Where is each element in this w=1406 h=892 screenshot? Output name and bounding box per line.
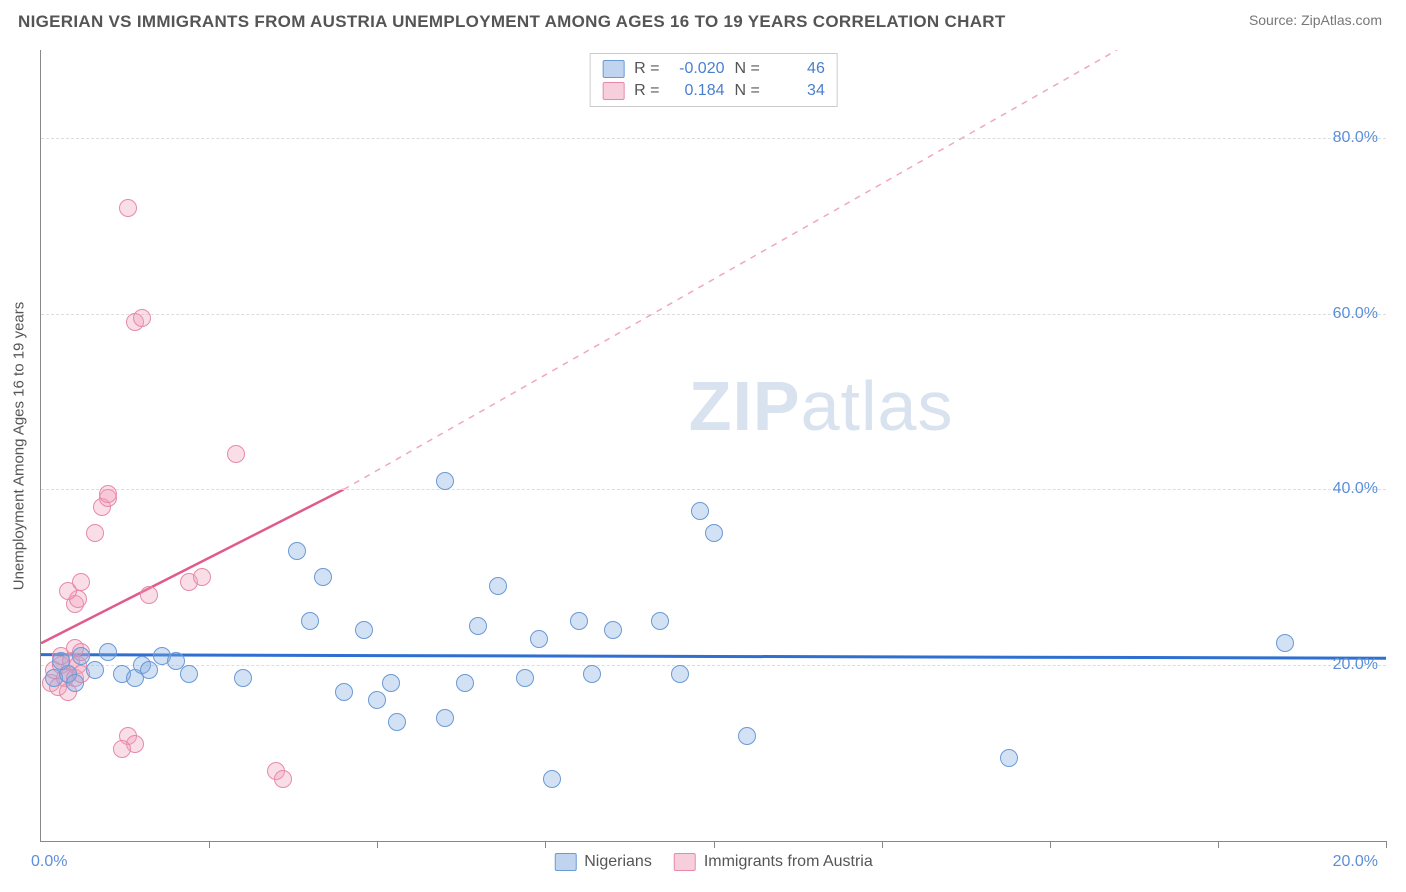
x-tick: [882, 841, 883, 848]
data-point: [456, 674, 474, 692]
swatch-icon: [554, 853, 576, 871]
chart-title: NIGERIAN VS IMMIGRANTS FROM AUSTRIA UNEM…: [18, 12, 1006, 32]
legend-label: Immigrants from Austria: [704, 853, 873, 871]
data-point: [140, 586, 158, 604]
legend-label: Nigerians: [584, 853, 652, 871]
y-tick-label: 40.0%: [1333, 480, 1378, 498]
chart-plot-area: ZIPatlas Unemployment Among Ages 16 to 1…: [40, 50, 1386, 842]
legend-item: Immigrants from Austria: [674, 853, 873, 871]
y-tick-label: 60.0%: [1333, 305, 1378, 323]
data-point: [86, 524, 104, 542]
data-point: [671, 665, 689, 683]
r-value: 0.184: [670, 82, 725, 100]
legend-row: R = 0.184 N = 34: [602, 80, 825, 102]
data-point: [355, 621, 373, 639]
x-axis-max-label: 20.0%: [1333, 853, 1378, 871]
x-tick: [1218, 841, 1219, 848]
legend-correlation: R = -0.020 N = 46 R = 0.184 N = 34: [589, 53, 838, 107]
r-value: -0.020: [670, 60, 725, 78]
x-tick: [209, 841, 210, 848]
watermark-atlas: atlas: [801, 367, 954, 445]
data-point: [99, 485, 117, 503]
data-point: [66, 674, 84, 692]
source-label: Source: ZipAtlas.com: [1249, 12, 1382, 28]
x-axis-min-label: 0.0%: [31, 853, 67, 871]
data-point: [140, 661, 158, 679]
r-label: R =: [634, 82, 659, 100]
data-point: [368, 691, 386, 709]
data-point: [180, 665, 198, 683]
watermark-zip: ZIP: [689, 367, 801, 445]
x-tick: [377, 841, 378, 848]
data-point: [583, 665, 601, 683]
data-point: [436, 472, 454, 490]
swatch-icon: [602, 60, 624, 78]
data-point: [113, 740, 131, 758]
data-point: [738, 727, 756, 745]
data-point: [469, 617, 487, 635]
data-point: [133, 309, 151, 327]
data-point: [193, 568, 211, 586]
data-point: [274, 770, 292, 788]
data-point: [1000, 749, 1018, 767]
data-point: [530, 630, 548, 648]
data-point: [335, 683, 353, 701]
data-point: [691, 502, 709, 520]
x-tick: [545, 841, 546, 848]
data-point: [72, 573, 90, 591]
data-point: [651, 612, 669, 630]
data-point: [543, 770, 561, 788]
x-tick: [714, 841, 715, 848]
data-point: [234, 669, 252, 687]
data-point: [52, 652, 70, 670]
r-label: R =: [634, 60, 659, 78]
data-point: [516, 669, 534, 687]
y-axis-title: Unemployment Among Ages 16 to 19 years: [11, 301, 28, 590]
y-tick-label: 80.0%: [1333, 129, 1378, 147]
data-point: [604, 621, 622, 639]
legend-row: R = -0.020 N = 46: [602, 58, 825, 80]
data-point: [314, 568, 332, 586]
data-point: [382, 674, 400, 692]
data-point: [388, 713, 406, 731]
swatch-icon: [674, 853, 696, 871]
trend-lines-layer: [41, 50, 1386, 841]
header: NIGERIAN VS IMMIGRANTS FROM AUSTRIA UNEM…: [0, 0, 1406, 40]
data-point: [489, 577, 507, 595]
y-tick-label: 20.0%: [1333, 656, 1378, 674]
data-point: [288, 542, 306, 560]
swatch-icon: [602, 82, 624, 100]
n-value: 34: [770, 82, 825, 100]
data-point: [570, 612, 588, 630]
gridline: [41, 665, 1386, 666]
x-tick: [1386, 841, 1387, 848]
x-tick: [1050, 841, 1051, 848]
gridline: [41, 489, 1386, 490]
data-point: [227, 445, 245, 463]
data-point: [705, 524, 723, 542]
data-point: [301, 612, 319, 630]
data-point: [99, 643, 117, 661]
data-point: [86, 661, 104, 679]
legend-series: Nigerians Immigrants from Austria: [554, 853, 873, 871]
gridline: [41, 314, 1386, 315]
n-label: N =: [735, 82, 760, 100]
watermark: ZIPatlas: [689, 366, 954, 446]
gridline: [41, 138, 1386, 139]
data-point: [1276, 634, 1294, 652]
legend-item: Nigerians: [554, 853, 652, 871]
data-point: [119, 199, 137, 217]
n-label: N =: [735, 60, 760, 78]
data-point: [436, 709, 454, 727]
n-value: 46: [770, 60, 825, 78]
